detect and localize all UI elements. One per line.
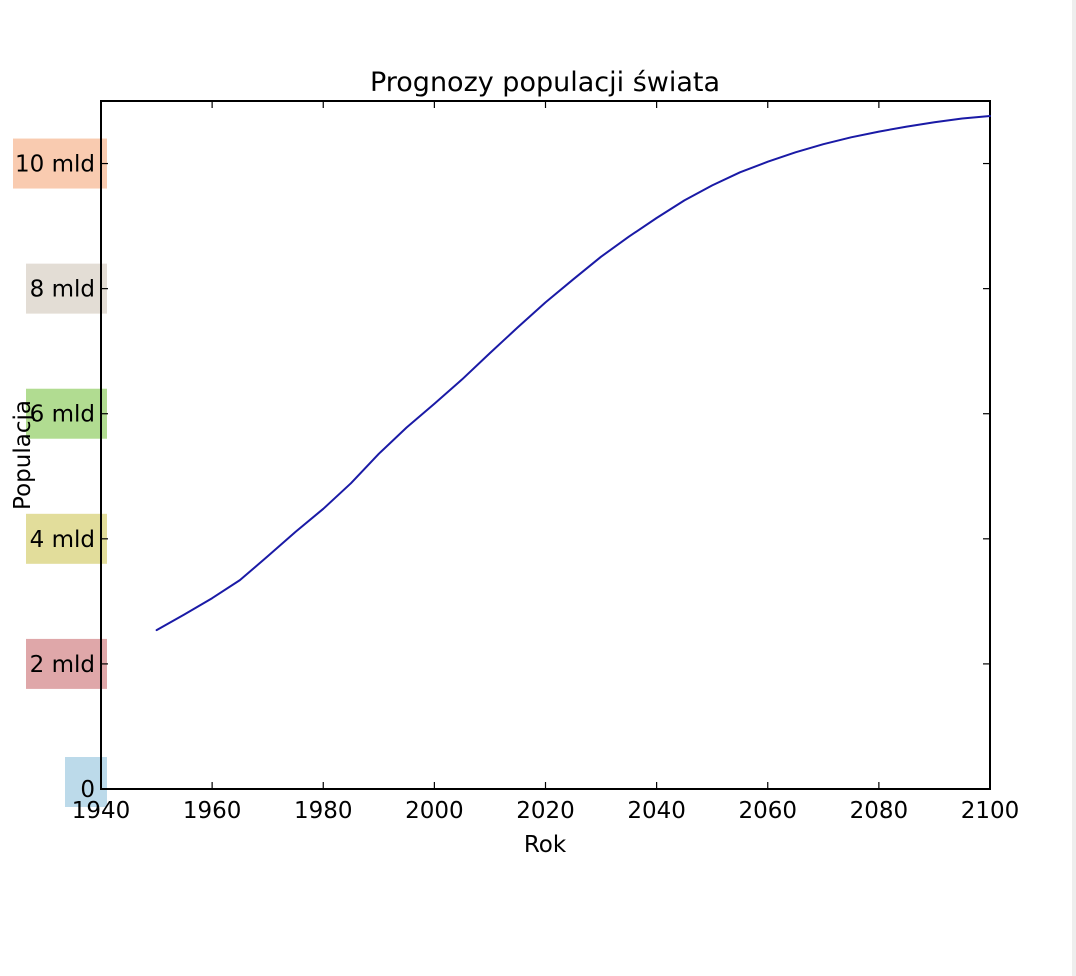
x-tick-label: 1960	[183, 798, 242, 824]
window-edge	[1072, 0, 1076, 976]
chart-title: Prognozy populacji świata	[370, 67, 720, 98]
axis-ticks	[100, 101, 991, 790]
y-tick-label: 2 mld	[30, 652, 95, 678]
y-tick-label-background	[26, 263, 107, 314]
plot-area	[100, 100, 991, 790]
y-tick-label-background	[13, 138, 107, 189]
x-tick-label: 2100	[961, 798, 1020, 824]
x-tick-label: 2000	[405, 798, 464, 824]
y-tick-label-background	[26, 638, 107, 689]
y-tick-label: 6 mld	[30, 402, 95, 428]
x-tick-label: 2020	[516, 798, 575, 824]
x-tick-label: 2080	[850, 798, 909, 824]
x-axis-label: Rok	[524, 832, 567, 858]
y-tick-label: 8 mld	[30, 277, 95, 303]
x-tick-labels: 1940 1960 1980 2000 2020 2040 2060 2080 2100	[72, 798, 1020, 824]
x-tick-label: 2040	[627, 798, 686, 824]
population-line	[155, 115, 991, 632]
y-tick-label: 10 mld	[15, 152, 95, 178]
y-axis-label: Populacja	[10, 400, 36, 510]
y-tick-label-background	[26, 513, 107, 564]
y-tick-label: 0	[80, 777, 95, 803]
x-tick-label: 1980	[294, 798, 353, 824]
x-tick-label: 1940	[72, 798, 131, 824]
y-tick-label: 4 mld	[30, 527, 95, 553]
y-tick-labels: 0 2 mld 4 mld 6 mld 8 mld 10 mld	[15, 152, 95, 803]
y-tick-label-background	[26, 388, 107, 439]
x-tick-label: 2060	[738, 798, 797, 824]
y-tick-label-backgrounds	[13, 138, 107, 807]
